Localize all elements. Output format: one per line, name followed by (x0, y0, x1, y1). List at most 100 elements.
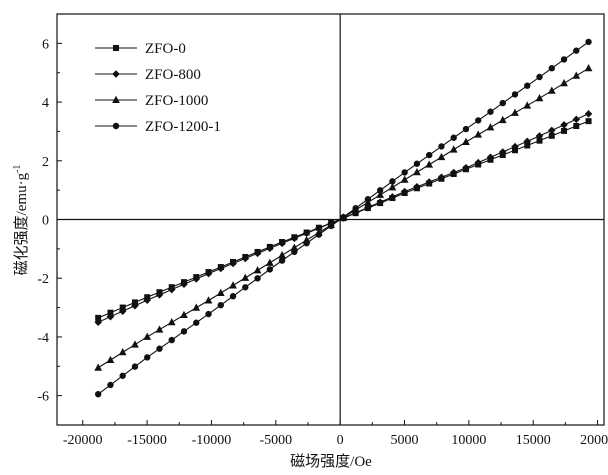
data-point-marker (155, 291, 164, 299)
data-point-marker (499, 99, 506, 107)
data-point-marker (229, 259, 237, 268)
data-point-marker (217, 301, 224, 309)
data-point-marker (498, 115, 507, 124)
data-point-marker (400, 175, 409, 183)
legend-label: ZFO-0 (145, 41, 186, 57)
data-point-marker (572, 71, 581, 79)
data-point-marker (462, 137, 470, 146)
data-point-marker (192, 303, 201, 311)
series-zfo-1200-1 (94, 38, 592, 398)
x-tick-label: -10000 (192, 433, 232, 448)
data-point-marker (486, 153, 495, 162)
data-point-marker (425, 178, 433, 186)
data-point-marker (156, 345, 163, 352)
data-point-marker (254, 275, 261, 282)
data-point-marker (229, 293, 237, 300)
data-point-marker (413, 183, 421, 191)
axis-ticks: -20000 -15000 -10000 -5000 0 5000 10000 15000 20… (37, 37, 608, 448)
data-point-marker (548, 126, 556, 135)
data-point-marker (425, 151, 433, 159)
legend-marker (113, 45, 120, 52)
y-tick-label: -6 (37, 390, 49, 405)
data-point-marker (193, 319, 200, 326)
data-point-marker (241, 254, 250, 263)
data-point-marker (242, 284, 249, 291)
x-tick-label: 10000 (451, 433, 486, 448)
data-point-marker (535, 93, 544, 102)
data-point-marker (462, 164, 470, 172)
data-point-marker (536, 73, 543, 81)
data-point-marker (560, 79, 568, 87)
y-tick-label: 6 (42, 37, 49, 52)
data-point-marker (475, 117, 482, 124)
data-point-marker (180, 280, 188, 289)
data-point-marker (266, 266, 274, 273)
data-point-marker (253, 249, 262, 258)
legend-marker (112, 95, 120, 103)
data-point-marker (449, 145, 458, 153)
data-point-marker (94, 318, 102, 327)
data-point-marker (229, 281, 237, 289)
y-tick-label: 4 (42, 96, 49, 111)
data-point-marker (561, 127, 568, 134)
data-point-marker (192, 275, 201, 283)
data-point-marker (167, 285, 176, 294)
data-point-marker (180, 328, 188, 335)
data-point-marker (180, 310, 188, 319)
data-point-marker (205, 310, 212, 318)
data-point-marker (340, 213, 347, 221)
data-point-marker (389, 178, 396, 185)
data-point-marker (535, 132, 544, 140)
data-point-marker (560, 56, 568, 63)
data-point-marker (511, 142, 519, 151)
x-tick-label: -5000 (259, 433, 292, 448)
legend-item: ZFO-1200-1 (95, 119, 221, 135)
data-point-marker (376, 190, 385, 198)
data-point-marker (131, 301, 139, 310)
x-tick-label: -15000 (127, 433, 167, 448)
data-point-marker (584, 110, 593, 118)
data-point-marker (278, 239, 286, 248)
data-point-marker (450, 134, 457, 141)
data-point-marker (376, 187, 384, 194)
data-point-marker (584, 64, 593, 72)
data-point-marker (523, 137, 532, 146)
data-point-marker (168, 336, 175, 344)
data-point-marker (118, 348, 127, 356)
data-point-marker (573, 123, 580, 130)
data-point-marker (573, 47, 580, 54)
data-point-marker (290, 234, 299, 243)
legend-item: ZFO-0 (95, 41, 186, 57)
series-layer (94, 38, 593, 398)
data-point-marker (364, 196, 372, 203)
data-point-marker (438, 143, 445, 150)
data-point-marker (119, 372, 126, 379)
legend: ZFO-0 ZFO-800 ZFO-1000 ZFO-1200-1 (95, 41, 221, 135)
x-tick-label: 0 (337, 433, 344, 448)
data-point-marker (204, 269, 213, 278)
data-point-marker (167, 318, 176, 326)
data-point-marker (498, 148, 507, 156)
data-point-marker (241, 273, 250, 281)
data-point-marker (352, 205, 359, 212)
data-point-marker (106, 355, 115, 364)
x-tick-label: 5000 (391, 433, 419, 448)
data-point-marker (523, 101, 532, 109)
legend-label: ZFO-1000 (145, 93, 208, 109)
data-point-marker (487, 108, 494, 115)
data-point-marker (204, 296, 213, 304)
data-point-marker (548, 65, 555, 72)
data-point-marker (547, 86, 556, 94)
data-point-marker (524, 82, 531, 89)
data-point-marker (511, 91, 519, 98)
legend-marker (112, 70, 120, 78)
data-point-marker (131, 340, 139, 348)
data-point-marker (155, 325, 164, 333)
x-tick-label: 20000 (580, 433, 608, 448)
data-point-marker (131, 363, 139, 370)
data-point-marker (425, 160, 434, 168)
data-point-marker (266, 244, 274, 253)
data-point-marker (560, 121, 568, 129)
data-point-marker (106, 312, 115, 321)
